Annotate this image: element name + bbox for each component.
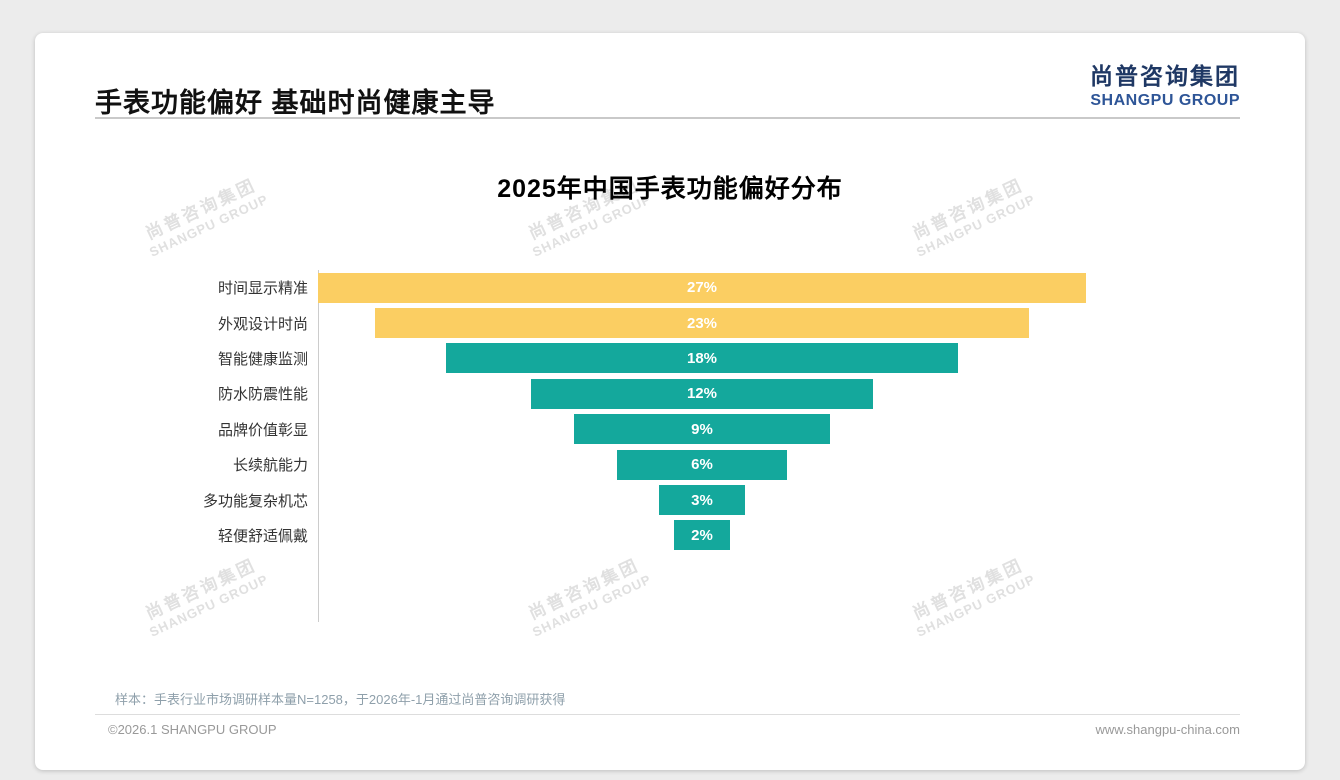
bar-area: 23% [318, 308, 1086, 339]
bar-area: 18% [318, 343, 1086, 374]
category-label: 品牌价值彰显 [217, 421, 308, 439]
category-label: 时间显示精准 [217, 280, 308, 298]
funnel-bar: 23% [374, 308, 1030, 339]
watermark-text-en: SHANGPU GROUP [914, 571, 1038, 640]
watermark-text-en: SHANGPU GROUP [147, 571, 271, 640]
logo-text-cn: 尚普咨询集团 [1090, 63, 1240, 89]
funnel-bar: 12% [531, 378, 873, 409]
footer-website: www.shangpu-china.com [1095, 722, 1240, 737]
bar-area: 27% [318, 272, 1086, 303]
funnel-row: 轻便舒适佩戴 2% [95, 518, 1086, 553]
watermark-text-en: SHANGPU GROUP [530, 571, 654, 640]
chart-title: 2025年中国手表功能偏好分布 [497, 175, 843, 203]
bar-area: 12% [318, 378, 1086, 409]
bar-area: 6% [318, 449, 1086, 480]
chart-axis-line [318, 270, 319, 622]
funnel-bar: 18% [446, 343, 958, 374]
category-label: 智能健康监测 [217, 350, 308, 368]
bar-value-label: 18% [686, 349, 718, 367]
category-label: 多功能复杂机芯 [202, 492, 308, 510]
funnel-row: 品牌价值彰显 9% [95, 412, 1086, 447]
category-label: 轻便舒适佩戴 [217, 527, 308, 545]
bar-area: 9% [318, 414, 1086, 445]
funnel-row: 防水防震性能 12% [95, 376, 1086, 411]
funnel-bar: 9% [574, 414, 830, 445]
bar-area: 3% [318, 485, 1086, 516]
watermark-text-cn: 尚普咨询集团 [909, 555, 1027, 624]
bar-value-label: 27% [686, 279, 718, 297]
watermark-text-cn: 尚普咨询集团 [525, 555, 643, 624]
bar-value-label: 9% [691, 420, 713, 438]
funnel-row: 时间显示精准 27% [95, 270, 1086, 305]
bar-value-label: 12% [686, 385, 717, 403]
category-label: 防水防震性能 [217, 386, 308, 404]
page-title: 手表功能偏好 基础时尚健康主导 [95, 88, 496, 118]
bar-value-label: 23% [686, 314, 718, 332]
category-label: 长续航能力 [232, 457, 308, 475]
bar-value-label: 2% [691, 526, 713, 544]
funnel-bar: 6% [616, 449, 788, 480]
watermark: 尚普咨询集团 SHANGPU GROUP [905, 552, 1038, 641]
watermark-text-cn: 尚普咨询集团 [142, 555, 260, 624]
footer-copyright: ©2026.1 SHANGPU GROUP [108, 722, 277, 737]
bar-value-label: 3% [691, 491, 713, 509]
footer: ©2026.1 SHANGPU GROUP www.shangpu-china.… [108, 722, 1240, 737]
watermark: 尚普咨询集团 SHANGPU GROUP [521, 552, 654, 641]
funnel-bar: 3% [659, 485, 745, 516]
funnel-row: 外观设计时尚 23% [95, 305, 1086, 340]
funnel-chart: 时间显示精准 27% 外观设计时尚 23% 智能健康监测 18% 防水防震性能 12% 品牌价值… [95, 270, 1086, 553]
bar-area: 2% [318, 520, 1086, 551]
funnel-bar: 2% [673, 520, 731, 551]
slide-card: 手表功能偏好 基础时尚健康主导 尚普咨询集团 SHANGPU GROUP 尚普咨… [35, 33, 1305, 770]
logo-text-en: SHANGPU GROUP [1090, 92, 1240, 109]
watermark: 尚普咨询集团 SHANGPU GROUP [138, 552, 271, 641]
header-divider [95, 117, 1240, 119]
company-logo: 尚普咨询集团 SHANGPU GROUP [1090, 57, 1240, 110]
bar-value-label: 6% [691, 456, 713, 474]
funnel-row: 智能健康监测 18% [95, 341, 1086, 376]
category-label: 外观设计时尚 [217, 315, 308, 333]
funnel-row: 长续航能力 6% [95, 447, 1086, 482]
footer-divider [95, 714, 1240, 715]
sample-footnote: 样本：手表行业市场调研样本量N=1258，于2026年-1月通过尚普咨询调研获得 [115, 692, 566, 707]
funnel-bar: 27% [318, 272, 1086, 303]
funnel-row: 多功能复杂机芯 3% [95, 482, 1086, 517]
